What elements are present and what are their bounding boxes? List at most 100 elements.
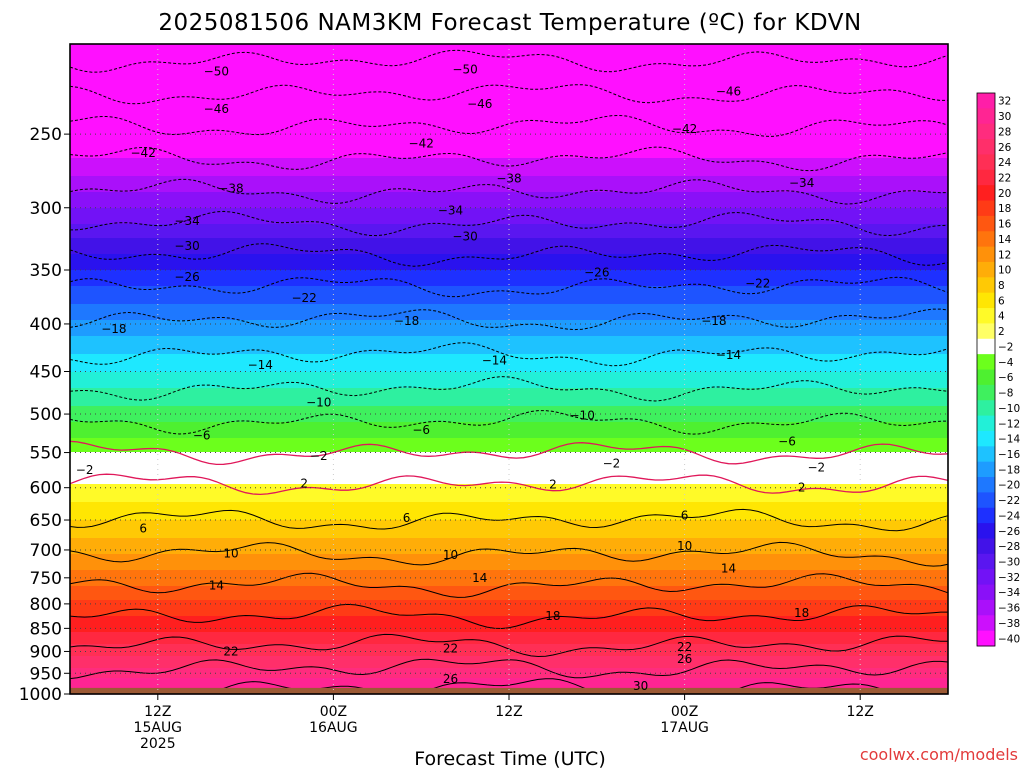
colorbar-tick-label: −6 [998, 372, 1014, 384]
temperature-band [70, 472, 948, 475]
colorbar-swatch [977, 384, 995, 401]
temperature-band [70, 556, 948, 559]
contour-label: −18 [701, 314, 726, 328]
svg-text:−14: −14 [482, 354, 507, 368]
temperature-band [70, 230, 948, 233]
temperature-band [70, 680, 948, 683]
y-tick-label: 500 [30, 405, 62, 425]
temperature-band [70, 294, 948, 297]
svg-text:6: 6 [403, 511, 411, 525]
contour-label: 18 [545, 609, 560, 623]
temperature-band [70, 52, 948, 55]
contour-label: 6 [681, 509, 689, 523]
colorbar-swatch [977, 584, 995, 601]
temperature-band [70, 422, 948, 425]
temperature-band [70, 406, 948, 409]
temperature-band [70, 64, 948, 67]
svg-text:−2: −2 [76, 463, 94, 477]
colorbar-swatch [977, 277, 995, 294]
temperature-band [70, 144, 948, 147]
temperature-band [70, 542, 948, 545]
x-tick-label: 12Z [144, 704, 171, 720]
temperature-band [70, 584, 948, 587]
contour-label: −2 [76, 463, 94, 477]
temperature-band [70, 634, 948, 637]
temperature-band [70, 662, 948, 665]
temperature-band [70, 644, 948, 647]
colorbar-swatch [977, 139, 995, 155]
svg-text:−2: −2 [310, 449, 328, 463]
temperature-band [70, 194, 948, 197]
temperature-band [70, 396, 948, 399]
temperature-band [70, 240, 948, 243]
temperature-band [70, 462, 948, 465]
temperature-band [70, 560, 948, 563]
colorbar-tick-label: −18 [998, 464, 1020, 476]
contour-label: 10 [223, 546, 238, 560]
temperature-band [70, 256, 948, 259]
colorbar-swatch [977, 507, 995, 524]
svg-text:−10: −10 [570, 409, 595, 423]
temperature-band [70, 412, 948, 415]
colorbar-tick-label: 20 [998, 188, 1011, 200]
temperature-band [70, 486, 948, 489]
temperature-band [70, 236, 948, 239]
temperature-band [70, 156, 948, 159]
svg-text:30: 30 [633, 679, 648, 693]
x-tick-date: 16AUG [309, 720, 358, 736]
colorbar: 32 30 28 26 24 22 20 18 16 14 12 10 8 6 4 2 −2 −4 −6 −8 −10 −… [976, 92, 1020, 647]
y-tick-label: 350 [30, 261, 62, 281]
svg-text:−34: −34 [438, 203, 463, 217]
colorbar-swatch [977, 231, 995, 248]
colorbar-tick-label: −34 [998, 587, 1020, 599]
temperature-band [70, 54, 948, 57]
contour-label: 26 [677, 652, 692, 666]
contour-label: −30 [174, 239, 199, 253]
temperature-band [70, 582, 948, 585]
temperature-band [70, 206, 948, 209]
temperature-band [70, 142, 948, 145]
svg-text:2: 2 [798, 481, 806, 495]
colorbar-tick-label: −12 [998, 418, 1020, 430]
colorbar-swatch [977, 553, 995, 570]
colorbar-tick-label: 12 [998, 249, 1011, 261]
credit-text: coolwx.com/models [860, 745, 1018, 764]
temperature-band [70, 394, 948, 397]
svg-text:−22: −22 [745, 277, 770, 291]
temperature-band [70, 646, 948, 649]
contour-label: −42 [409, 137, 434, 151]
colorbar-tick-label: 30 [998, 111, 1011, 123]
contour-line [69, 541, 949, 567]
temperature-band [70, 526, 948, 529]
temperature-band [70, 502, 948, 505]
svg-text:18: 18 [794, 606, 809, 620]
temperature-band [70, 130, 948, 133]
temperature-band [70, 246, 948, 249]
y-tick-label: 900 [30, 642, 62, 662]
temperature-band [70, 610, 948, 613]
temperature-band [70, 152, 948, 155]
x-tick-label: 12Z [495, 704, 522, 720]
temperature-band [70, 586, 948, 589]
colorbar-swatch [977, 185, 995, 202]
temperature-band [70, 60, 948, 63]
contour-label: −22 [745, 277, 770, 291]
colorbar-swatch [977, 200, 995, 217]
colorbar-tick-label: −28 [998, 541, 1020, 553]
temperature-band [70, 482, 948, 485]
temperature-band [70, 620, 948, 623]
y-tick-label: 450 [30, 363, 62, 383]
contour-label: 22 [223, 644, 238, 658]
colorbar-tick-label: 14 [998, 234, 1012, 246]
temperature-band [70, 190, 948, 193]
colorbar-swatch [977, 400, 995, 417]
colorbar-swatch [977, 292, 995, 309]
temperature-band [70, 566, 948, 569]
y-tick-label: 400 [30, 315, 62, 335]
temperature-band [70, 110, 948, 113]
colorbar-swatch [977, 615, 995, 632]
temperature-band [70, 440, 948, 443]
contour-label: −46 [716, 85, 741, 99]
temperature-band [70, 424, 948, 427]
